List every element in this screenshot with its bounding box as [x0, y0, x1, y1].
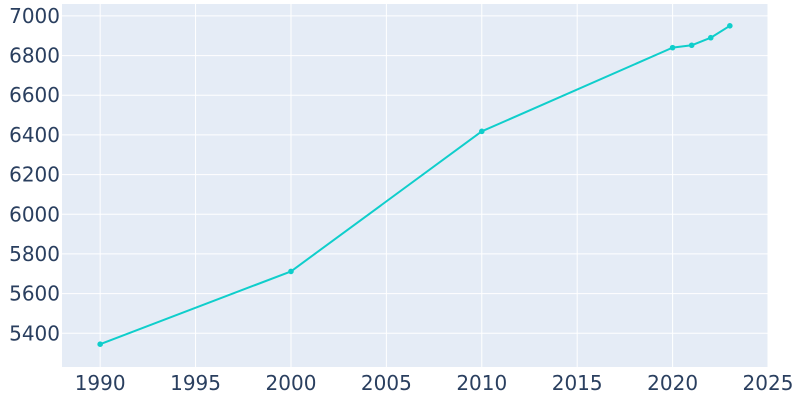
- x-tick-label: 1990: [75, 371, 126, 395]
- y-tick-label: 6800: [9, 44, 60, 68]
- y-tick-label: 5400: [9, 321, 60, 345]
- y-tick-label: 7000: [9, 4, 60, 28]
- y-axis: 5400 5600 5800 6000 6200 6400 6600 6800 7000: [9, 4, 60, 345]
- data-point: [688, 42, 695, 49]
- data-point: [669, 44, 676, 51]
- data-point: [97, 341, 103, 347]
- y-tick-label: 6600: [9, 83, 60, 107]
- y-tick-label: 6400: [9, 123, 60, 147]
- data-point: [478, 128, 485, 135]
- y-tick-label: 6200: [9, 163, 60, 187]
- x-tick-label: 2015: [552, 371, 603, 395]
- data-point: [707, 34, 714, 41]
- y-tick-label: 6000: [9, 202, 60, 226]
- x-tick-label: 2020: [647, 371, 698, 395]
- y-tick-label: 5600: [9, 282, 60, 306]
- y-tick-label: 5800: [9, 242, 60, 266]
- data-point: [727, 23, 733, 29]
- grid: [62, 4, 769, 367]
- x-tick-label: 2000: [266, 371, 317, 395]
- x-tick-label: 2005: [361, 371, 412, 395]
- x-tick-label: 2025: [743, 371, 794, 395]
- x-axis: 1990 1995 2000 2005 2010 2015 2020 2025: [75, 371, 794, 395]
- points-layer: [97, 23, 733, 347]
- x-tick-label: 2010: [456, 371, 507, 395]
- x-tick-label: 1995: [170, 371, 221, 395]
- data-point: [288, 268, 294, 275]
- plot-background: [62, 4, 768, 367]
